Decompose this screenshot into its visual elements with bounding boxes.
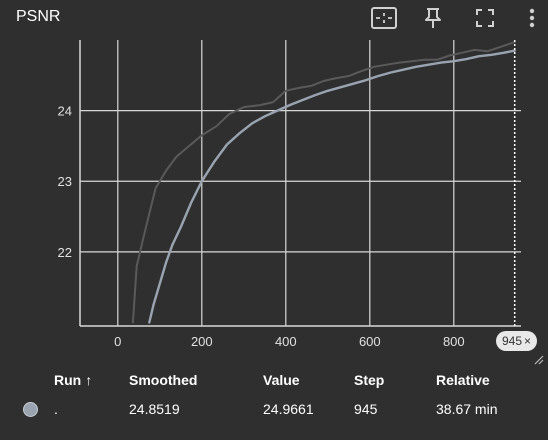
legend-smoothed-cell: 24.8519 xyxy=(129,394,263,424)
legend-header-smoothed[interactable]: Smoothed xyxy=(129,366,263,394)
y-tick-label: 24 xyxy=(58,104,72,119)
resize-grip-icon xyxy=(532,353,544,365)
series-line-raw xyxy=(133,42,515,322)
x-tick-label: 600 xyxy=(359,334,381,349)
x-tick-label: 0 xyxy=(114,334,121,349)
fit-domain-icon xyxy=(370,6,398,30)
legend-header-run-label: Run xyxy=(54,372,81,388)
legend-header-value[interactable]: Value xyxy=(263,366,354,394)
series-line-smoothed xyxy=(149,51,514,323)
legend-relative-cell: 38.67 min xyxy=(436,394,548,424)
fullscreen-button[interactable] xyxy=(470,4,500,32)
fullscreen-icon xyxy=(473,6,497,30)
run-legend-table: Run ↑ Smoothed Value Step Relative . 24.8… xyxy=(0,366,548,424)
y-tick-label: 23 xyxy=(58,174,72,189)
x-tick-label: 800 xyxy=(443,334,465,349)
run-color-dot[interactable] xyxy=(23,402,38,417)
legend-step-cell: 945 xyxy=(354,394,436,424)
legend-value-cell: 24.9661 xyxy=(263,394,354,424)
card-title: PSNR xyxy=(16,8,60,26)
resize-handle[interactable] xyxy=(532,352,544,364)
fit-domain-button[interactable] xyxy=(369,4,399,32)
legend-run-cell: . xyxy=(54,394,129,424)
more-options-button[interactable] xyxy=(517,4,547,32)
y-tick-label: 22 xyxy=(58,245,72,260)
step-pill-value: 945 xyxy=(502,331,522,351)
chart-svg[interactable]: 0 200 400 600 800 22 23 24 xyxy=(0,40,548,360)
step-pill[interactable]: 945 × xyxy=(496,331,537,351)
psnr-chart[interactable]: 0 200 400 600 800 22 23 24 xyxy=(0,40,548,360)
x-tick-label: 200 xyxy=(191,334,213,349)
legend-header-step[interactable]: Step xyxy=(354,366,436,394)
legend-header-row: Run ↑ Smoothed Value Step Relative xyxy=(0,366,548,394)
x-tick-label: 400 xyxy=(275,334,297,349)
legend-header-run[interactable]: Run ↑ xyxy=(54,366,129,394)
legend-header-relative[interactable]: Relative xyxy=(436,366,548,394)
sort-arrow-icon: ↑ xyxy=(85,372,92,388)
legend-header-color xyxy=(0,366,54,394)
legend-row: . 24.8519 24.9661 945 38.67 min xyxy=(0,394,548,424)
pin-icon xyxy=(421,6,445,30)
legend-color-cell xyxy=(0,394,54,424)
pin-button[interactable] xyxy=(418,4,448,32)
close-icon[interactable]: × xyxy=(524,331,531,351)
more-vert-icon xyxy=(525,6,539,30)
card-header: PSNR xyxy=(0,0,548,40)
